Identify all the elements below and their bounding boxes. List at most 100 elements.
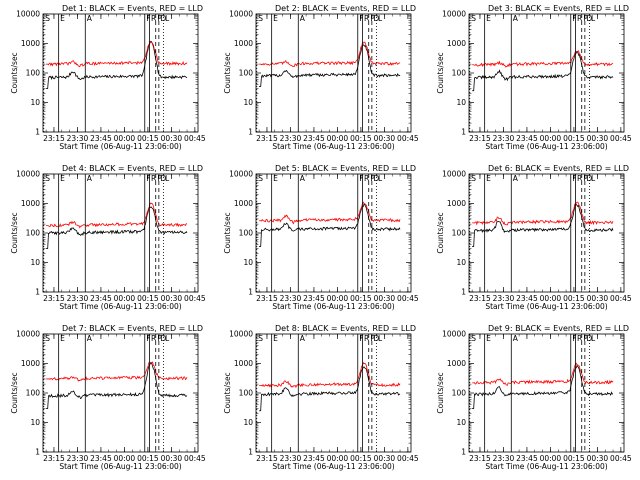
x-tick-label: 00:00: [114, 294, 136, 303]
events-series-line: [46, 206, 188, 249]
x-axis-label: Start Time (06-Aug-11 23:06:00): [272, 302, 394, 311]
detector-panel-8: Det 8: BLACK = Events, RED = LLD 1 10 100 10…: [223, 324, 419, 471]
y-tick-label: 100: [239, 229, 254, 238]
y-tick-label: 1000: [21, 39, 40, 48]
y-axis-label: Counts/sec: [436, 212, 445, 253]
interval-marker-label: S: [45, 174, 50, 183]
interval-marker-label: F: [146, 14, 150, 23]
y-tick-label: 1: [461, 448, 466, 457]
interval-marker-label: R: [577, 334, 582, 343]
x-tick-label: 00:30: [587, 294, 609, 303]
interval-marker-label: S: [471, 174, 476, 183]
interval-marker-label: R: [364, 174, 369, 183]
interval-marker-label: E: [60, 334, 65, 343]
detector-panel-3: Det 3: BLACK = Events, RED = LLD 1 10 100 10…: [436, 4, 632, 151]
x-tick-label: 23:30: [493, 454, 515, 463]
panel-title: Det 1: BLACK = Events, RED = LLD: [62, 4, 203, 13]
interval-marker-label: R: [151, 334, 156, 343]
interval-marker-label: L: [378, 14, 383, 23]
y-tick-label: 10: [456, 418, 466, 427]
panel-title: Det 7: BLACK = Events, RED = LLD: [62, 324, 203, 333]
lld-series-line: [472, 362, 614, 386]
y-tick-label: 100: [452, 229, 467, 238]
y-tick-label: 10000: [16, 330, 40, 339]
y-axis-label: Counts/sec: [223, 52, 232, 93]
x-tick-label: 00:00: [540, 454, 562, 463]
interval-marker-label: A: [300, 14, 306, 23]
x-tick-label: 00:15: [563, 454, 585, 463]
interval-marker-label: P: [583, 14, 588, 23]
interval-marker-label: D: [160, 14, 166, 23]
y-tick-label: 100: [239, 389, 254, 398]
y-tick-label: 10000: [16, 170, 40, 179]
interval-marker-label: P: [157, 334, 162, 343]
interval-marker-label: P: [370, 174, 375, 183]
y-tick-label: 10000: [229, 170, 253, 179]
interval-marker-label: S: [45, 14, 50, 23]
interval-marker-label: A: [87, 334, 93, 343]
interval-marker-label: E: [486, 334, 491, 343]
interval-marker-label: D: [373, 334, 379, 343]
y-tick-label: 10: [243, 418, 253, 427]
x-tick-label: 00:15: [137, 294, 159, 303]
x-tick-label: 23:15: [43, 454, 65, 463]
panel-title: Det 3: BLACK = Events, RED = LLD: [488, 4, 629, 13]
plot-frame: [468, 173, 625, 293]
lld-series-line: [472, 50, 614, 68]
x-axis-label: Start Time (06-Aug-11 23:06:00): [272, 462, 394, 471]
x-tick-label: 00:30: [161, 294, 183, 303]
x-tick-label: 00:15: [350, 454, 372, 463]
interval-marker-label: A: [300, 174, 306, 183]
x-tick-label: 23:45: [516, 294, 538, 303]
y-tick-label: 1: [248, 288, 253, 297]
x-tick-label: 23:30: [67, 294, 89, 303]
interval-marker-label: L: [591, 334, 596, 343]
interval-marker-label: F: [572, 334, 576, 343]
interval-marker-label: R: [364, 334, 369, 343]
interval-marker-label: R: [151, 14, 156, 23]
y-tick-label: 100: [26, 229, 41, 238]
interval-marker-label: E: [273, 174, 278, 183]
x-tick-label: 23:15: [469, 454, 491, 463]
x-tick-label: 00:15: [563, 134, 585, 143]
interval-marker-label: D: [586, 334, 592, 343]
y-tick-label: 1: [35, 288, 40, 297]
x-tick-label: 23:30: [67, 134, 89, 143]
x-tick-label: 00:00: [114, 134, 136, 143]
interval-marker-label: A: [87, 14, 93, 23]
interval-marker-label: A: [300, 334, 306, 343]
x-axis-label: Start Time (06-Aug-11 23:06:00): [59, 462, 181, 471]
y-tick-label: 10: [30, 258, 40, 267]
x-tick-label: 00:00: [540, 294, 562, 303]
x-tick-label: 00:00: [540, 134, 562, 143]
detector-panel-2: Det 2: BLACK = Events, RED = LLD 1 10 100 10…: [223, 4, 419, 151]
x-tick-label: 23:45: [303, 134, 325, 143]
x-tick-label: 23:45: [90, 134, 112, 143]
y-tick-label: 100: [26, 69, 41, 78]
interval-marker-label: L: [378, 334, 383, 343]
y-tick-label: 10: [30, 418, 40, 427]
interval-marker-label: D: [586, 174, 592, 183]
events-series-line: [472, 364, 614, 409]
interval-marker-label: A: [513, 334, 519, 343]
lld-series-line: [259, 41, 401, 68]
detector-panel-4: Det 4: BLACK = Events, RED = LLD 1 10 100 10…: [10, 164, 206, 311]
lld-series-line: [46, 361, 188, 382]
interval-marker-label: L: [591, 174, 596, 183]
interval-marker-label: R: [364, 14, 369, 23]
interval-marker-label: D: [160, 334, 166, 343]
interval-marker-label: A: [513, 14, 519, 23]
interval-marker-label: A: [87, 174, 93, 183]
x-tick-label: 23:15: [256, 134, 278, 143]
interval-marker-label: S: [45, 334, 50, 343]
x-tick-label: 00:00: [327, 294, 349, 303]
plot-frame: [42, 333, 199, 453]
interval-marker-label: S: [258, 174, 263, 183]
x-axis-label: Start Time (06-Aug-11 23:06:00): [59, 302, 181, 311]
interval-marker-label: P: [370, 334, 375, 343]
x-tick-label: 00:15: [137, 454, 159, 463]
lld-series-line: [259, 361, 401, 389]
y-tick-label: 1: [35, 128, 40, 137]
events-series-line: [46, 361, 188, 409]
interval-marker-label: E: [273, 334, 278, 343]
